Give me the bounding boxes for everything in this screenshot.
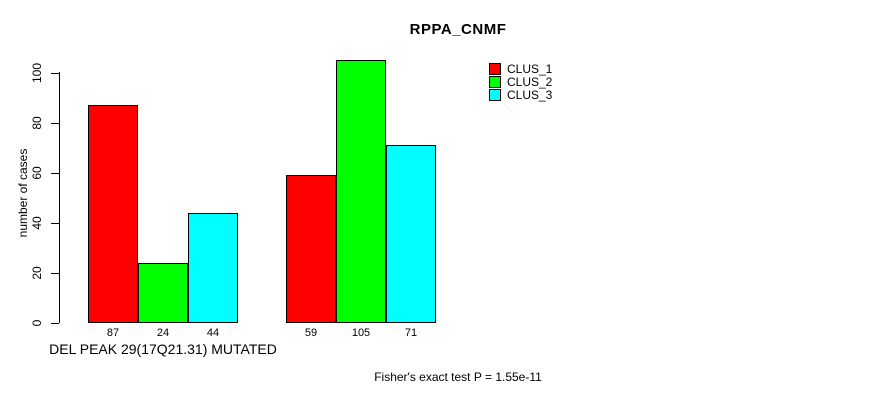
y-tick-mark-100 (51, 73, 59, 74)
y-tick-mark-40 (51, 223, 59, 224)
y-axis-line (59, 72, 60, 323)
y-tick-mark-20 (51, 273, 59, 274)
legend: CLUS_1 CLUS_2 CLUS_3 (489, 61, 553, 102)
chart-title: RPPA_CNMF (409, 21, 507, 38)
legend-swatch-clus_2 (489, 75, 501, 88)
bar-clus_3-group1 (188, 213, 238, 323)
bar-value-clus_2-group2: 105 (351, 327, 371, 339)
y-tick-mark-0 (51, 323, 59, 324)
footnote-pvalue: Fisher's exact test P = 1.55e-11 (374, 370, 542, 384)
legend-row-clus_2: CLUS_2 (489, 74, 553, 89)
y-tick-label-0: 0 (30, 319, 44, 327)
bar-clus_2-group2 (336, 60, 386, 323)
y-tick-label-100: 100 (30, 62, 44, 84)
legend-row-clus_3: CLUS_3 (489, 87, 553, 102)
legend-label-clus_1: CLUS_1 (507, 61, 553, 76)
x-axis-title: DEL PEAK 29(17Q21.31) MUTATED (49, 341, 277, 357)
legend-label-clus_3: CLUS_3 (507, 87, 553, 102)
legend-swatch-clus_1 (489, 62, 501, 75)
bar-value-clus_3-group1: 44 (206, 327, 220, 339)
bar-clus_2-group1 (138, 263, 188, 323)
y-tick-label-40: 40 (30, 216, 44, 230)
y-tick-mark-60 (51, 173, 59, 174)
bar-clus_1-group1 (88, 105, 138, 323)
bar-value-clus_2-group1: 24 (156, 327, 170, 339)
y-tick-label-20: 20 (30, 266, 44, 280)
y-tick-label-80: 80 (30, 116, 44, 130)
y-tick-mark-80 (51, 123, 59, 124)
bar-value-clus_1-group1: 87 (106, 327, 120, 339)
y-axis-title: number of cases (16, 148, 30, 238)
y-tick-label-60: 60 (30, 166, 44, 180)
bar-value-clus_1-group2: 59 (304, 327, 318, 339)
legend-swatch-clus_3 (489, 88, 501, 101)
legend-row-clus_1: CLUS_1 (489, 61, 553, 76)
bar-clus_3-group2 (386, 145, 436, 323)
bar-clus_1-group2 (286, 175, 336, 323)
legend-label-clus_2: CLUS_2 (507, 74, 553, 89)
bar-value-clus_3-group2: 71 (404, 327, 418, 339)
